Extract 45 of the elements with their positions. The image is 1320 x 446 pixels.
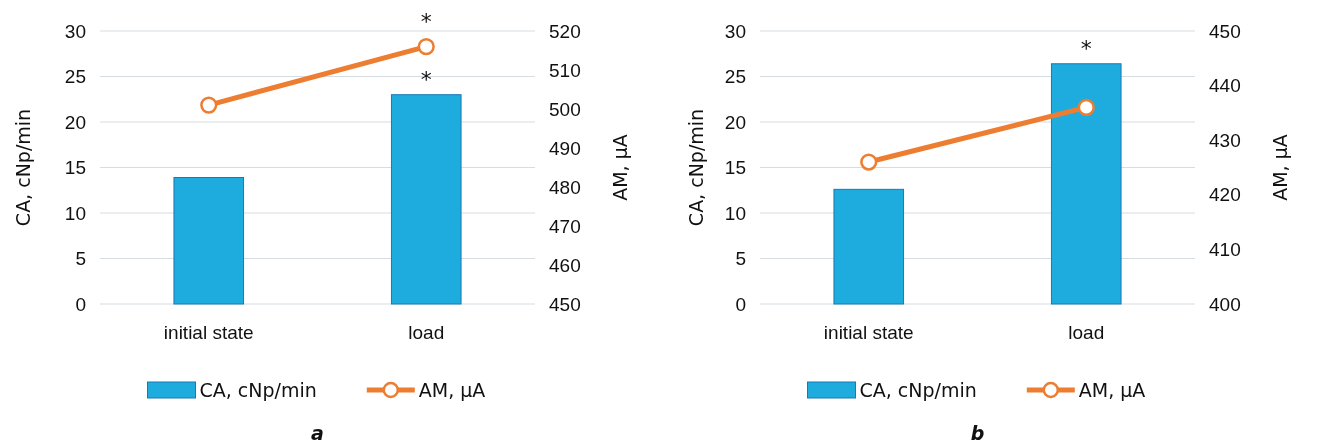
annotation: * <box>420 8 432 34</box>
y2-tick-label: 510 <box>549 59 581 81</box>
y-tick-label: 15 <box>724 157 746 179</box>
y-tick-label: 30 <box>64 20 86 42</box>
y2-tick-label: 400 <box>1209 293 1241 315</box>
y2-tick-label: 520 <box>549 20 581 42</box>
y-tick-label: 10 <box>64 202 86 224</box>
y-tick-label: 25 <box>64 66 86 88</box>
y2-tick-label: 470 <box>549 215 581 237</box>
y-tick-label: 5 <box>735 248 746 270</box>
annotation: * <box>1080 35 1092 61</box>
y2-axis-title: AM, µA <box>609 134 631 201</box>
y-tick-label: 5 <box>75 248 86 270</box>
y2-tick-label: 490 <box>549 137 581 159</box>
y2-tick-label: 440 <box>1209 75 1241 97</box>
y-tick-label: 15 <box>64 157 86 179</box>
x-tick-label: initial state <box>163 322 254 344</box>
y2-tick-label: 450 <box>1209 20 1241 42</box>
y-tick-label: 20 <box>64 111 86 133</box>
y-tick-label: 20 <box>724 111 746 133</box>
y-tick-label: 0 <box>735 293 746 315</box>
y-tick-label: 0 <box>75 293 86 315</box>
y-tick-label: 30 <box>724 20 746 42</box>
text: a <box>311 422 324 444</box>
text: b <box>970 422 985 444</box>
y2-tick-label: 500 <box>549 98 581 120</box>
y-axis-title: CA, cNp/min <box>685 108 707 227</box>
y-axis-title: CA, cNp/min <box>12 108 34 227</box>
legend-label: CA, cNp/min <box>199 379 317 401</box>
y2-tick-label: 480 <box>549 176 581 198</box>
x-tick-label: load <box>1068 322 1105 344</box>
x-tick-label: load <box>408 322 445 344</box>
y2-tick-label: 410 <box>1209 238 1241 260</box>
y2-tick-label: 460 <box>549 254 581 276</box>
y2-tick-label: 430 <box>1209 129 1241 151</box>
y2-tick-label: 450 <box>549 293 581 315</box>
annotation: * <box>420 66 432 92</box>
legend-label: CA, cNp/min <box>859 379 977 401</box>
legend-label: AM, µA <box>418 379 486 401</box>
y-tick-label: 10 <box>724 202 746 224</box>
legend-label: AM, µA <box>1078 379 1146 401</box>
x-tick-label: initial state <box>823 322 914 344</box>
y2-axis-title: AM, µA <box>1269 134 1291 201</box>
y2-tick-label: 420 <box>1209 184 1241 206</box>
y-tick-label: 25 <box>724 66 746 88</box>
